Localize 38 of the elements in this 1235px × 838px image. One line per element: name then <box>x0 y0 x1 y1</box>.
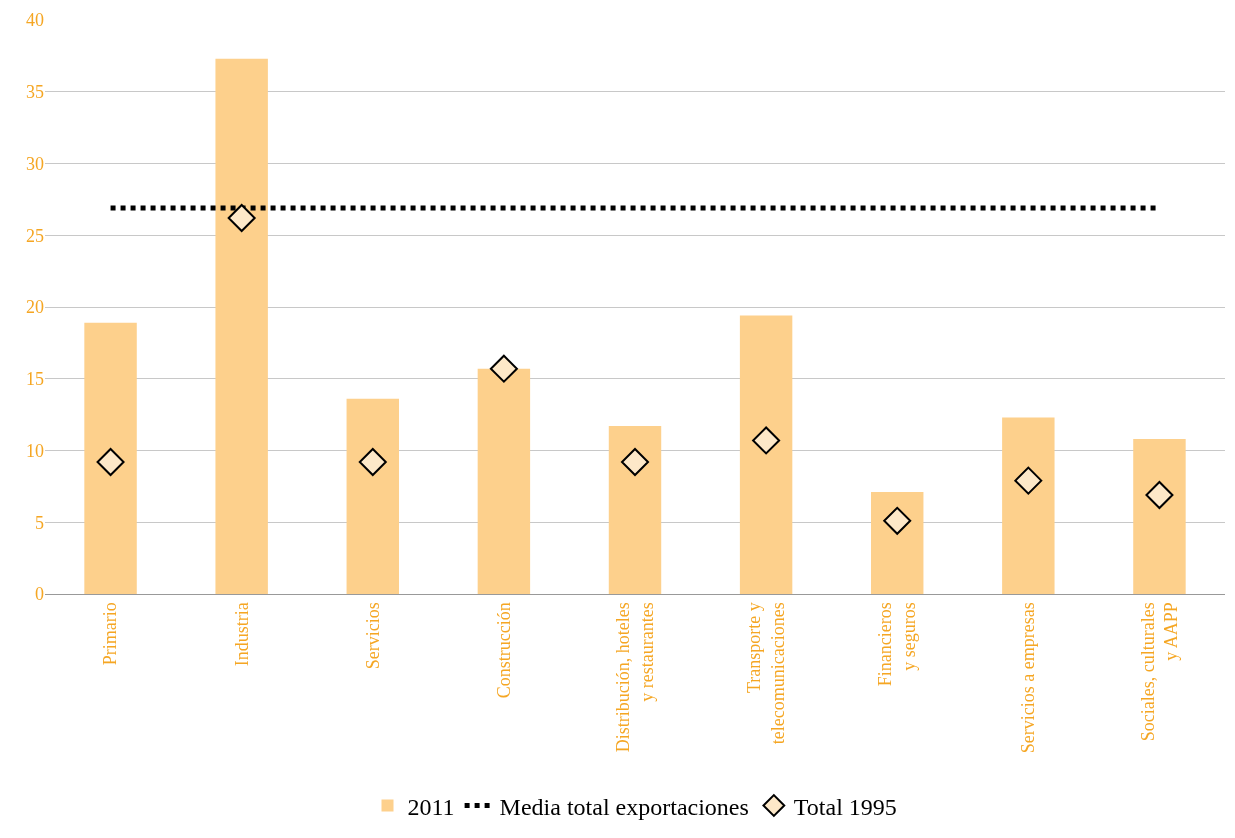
x-tick-label: Construcción <box>493 602 514 699</box>
bar <box>84 322 137 594</box>
point <box>621 447 649 476</box>
bar <box>215 58 268 594</box>
y-tick-label: 5 <box>35 512 44 533</box>
y-tick-label: 20 <box>26 297 44 318</box>
x-tick-label: Servicios a empresas <box>1018 602 1039 754</box>
bar <box>608 426 662 594</box>
bar <box>1002 417 1055 594</box>
point <box>358 447 387 476</box>
y-tick-label: 40 <box>26 10 44 31</box>
y-tick-label: 30 <box>26 153 44 174</box>
y-tick-label: 15 <box>26 369 44 390</box>
legend-label: Media total exportaciones <box>499 793 749 820</box>
bar <box>1133 439 1186 594</box>
point <box>883 506 912 535</box>
bar <box>871 492 924 594</box>
point <box>1145 480 1174 509</box>
bar <box>739 315 793 594</box>
x-tick-label: Sociales, culturales y AAPP <box>1137 602 1181 742</box>
y-tick-label: 35 <box>26 82 44 103</box>
bar <box>346 398 399 594</box>
legend-label: 2011 <box>407 793 455 820</box>
y-tick-label: 10 <box>26 440 44 461</box>
legend-label: Total 1995 <box>793 793 897 820</box>
x-tick-label: Primario <box>100 602 121 666</box>
x-tick-label: Servicios <box>362 602 383 670</box>
point <box>1014 466 1043 495</box>
bar <box>477 368 531 594</box>
point <box>489 354 518 383</box>
y-tick-label: 25 <box>26 225 44 246</box>
point <box>227 204 256 233</box>
y-tick-label: 0 <box>35 584 44 605</box>
point <box>96 447 125 476</box>
x-tick-label: Industria <box>231 602 252 667</box>
x-tick-label: Financieros y seguros <box>875 602 919 687</box>
x-tick-label: Distribución, hoteles y restaurantes <box>613 602 657 753</box>
point <box>752 426 781 455</box>
